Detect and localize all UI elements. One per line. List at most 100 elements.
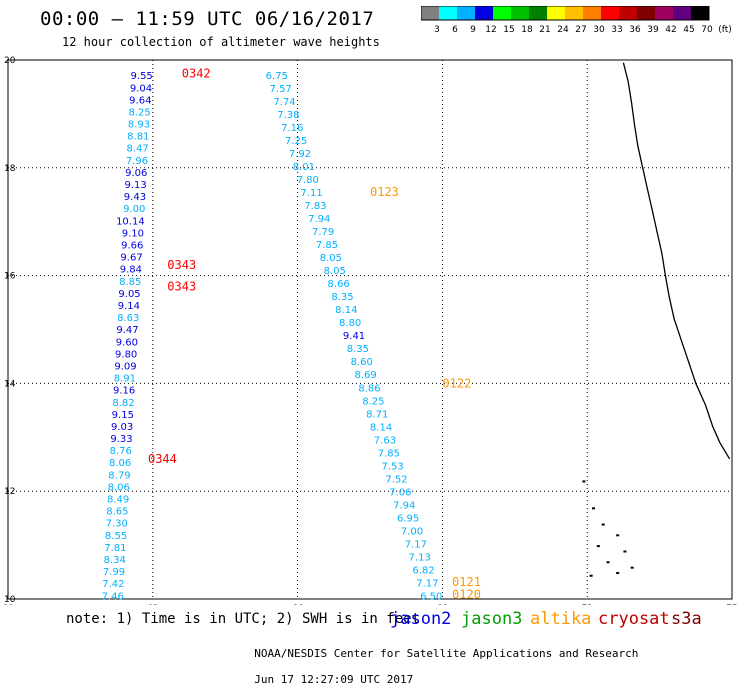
coastline — [622, 62, 731, 460]
track-a-wave-height: 9.03 — [111, 422, 133, 433]
track-b-wave-height: 8.35 — [331, 292, 353, 303]
pass-time-label: 0342 — [182, 66, 211, 80]
track-a-wave-height: 9.06 — [125, 168, 147, 179]
track-a-wave-height: 7.81 — [104, 543, 126, 554]
track-a-wave-height: 8.79 — [108, 470, 130, 481]
island-marker — [589, 574, 593, 577]
island-marker — [616, 534, 620, 537]
colorbar-tick-label: 18 — [521, 25, 533, 35]
longitude-tick-label: 60 — [2, 604, 14, 605]
track-b-wave-height: 6.95 — [397, 513, 419, 524]
pass-time-label: 0120 — [452, 588, 481, 602]
altimeter-map: 6063666972751012141618209.559.049.648.25… — [2, 56, 737, 605]
track-a-wave-height: 9.04 — [130, 83, 152, 94]
longitude-tick-label: 66 — [292, 604, 304, 605]
track-b-wave-height: 8.05 — [320, 253, 342, 264]
track-b-wave-height: 7.80 — [297, 175, 319, 186]
track-a-wave-height: 8.81 — [127, 132, 149, 143]
track-b-wave-height: 7.85 — [316, 240, 338, 251]
legend-altika: altika — [530, 609, 592, 629]
track-b-wave-height: 8.69 — [354, 370, 376, 381]
track-a-wave-height: 8.49 — [107, 495, 129, 506]
units-note: note: 1) Time is in UTC; 2) SWH is in fe… — [66, 611, 421, 627]
pass-time-label: 0122 — [442, 376, 471, 390]
track-b-wave-height: 8.80 — [339, 318, 361, 329]
island-marker — [601, 523, 605, 526]
pass-time-label: 0343 — [167, 279, 196, 293]
track-b-wave-height: 7.63 — [374, 435, 396, 446]
island-marker — [582, 480, 586, 483]
track-a-wave-height: 9.16 — [113, 386, 135, 397]
map-frame — [7, 59, 733, 600]
track-a-wave-height: 10.14 — [116, 216, 145, 227]
colorbar-tick-label: 15 — [503, 25, 514, 35]
track-b-wave-height: 8.05 — [324, 266, 346, 277]
track-a-wave-height: 9.67 — [120, 253, 142, 264]
track-b-wave-height: 7.17 — [416, 578, 438, 589]
track-b-wave-height: 8.14 — [335, 305, 357, 316]
credit-line: NOAA/NESDIS Center for Satellite Applica… — [241, 634, 638, 686]
legend-cryosat: cryosat — [598, 609, 670, 629]
latitude-tick-label: 14 — [4, 379, 16, 389]
track-b-wave-height: 8.60 — [351, 357, 373, 368]
track-a-wave-height: 8.06 — [109, 458, 131, 469]
island-marker — [596, 545, 600, 548]
track-b-wave-height: 7.79 — [312, 227, 334, 238]
map-title: 00:00 – 11:59 UTC 06/16/2017 — [40, 8, 375, 30]
colorbar-swatch — [601, 6, 619, 20]
track-b-wave-height: 7.52 — [385, 474, 407, 485]
track-a-wave-height: 9.80 — [115, 349, 137, 360]
colorbar-swatch — [619, 6, 637, 20]
track-b-wave-height: 8.25 — [362, 396, 384, 407]
colorbar-swatch — [475, 6, 493, 20]
track-a-wave-height: 9.64 — [129, 95, 151, 106]
colorbar-tick-label: 36 — [629, 25, 641, 35]
colorbar-tick-label: 33 — [611, 25, 622, 35]
track-a-wave-height: 9.55 — [131, 71, 153, 82]
track-b-wave-height: 7.38 — [277, 110, 299, 121]
track-b-wave-height: 6.50 — [420, 591, 442, 602]
colorbar-tick-label: 21 — [539, 25, 550, 35]
track-b-wave-height: 8.01 — [293, 162, 315, 173]
track-a-wave-height: 7.30 — [106, 519, 128, 530]
track-b-wave-height: 8.35 — [347, 344, 369, 355]
colorbar-frame — [421, 6, 710, 21]
track-b-wave-height: 7.00 — [401, 526, 423, 537]
track-a-wave-height: 8.63 — [117, 313, 139, 324]
legend-jason2: jason2 — [390, 609, 452, 629]
track-a-wave-height: 7.46 — [102, 591, 124, 602]
colorbar-swatch — [457, 6, 475, 20]
track-b-wave-height: 8.71 — [366, 409, 388, 420]
track-b-wave-height: 7.57 — [270, 84, 292, 95]
track-b-wave-height: 8.66 — [327, 279, 349, 290]
track-b-wave-height: 7.53 — [382, 461, 404, 472]
track-b-wave-height: 9.41 — [343, 331, 365, 342]
track-a-wave-height: 9.05 — [118, 289, 140, 300]
track-a-wave-height: 8.65 — [106, 507, 128, 518]
track-b-wave-height: 7.94 — [308, 214, 330, 225]
legend-s3a: s3a — [671, 609, 702, 629]
colorbar-tick-label: 70 — [701, 25, 713, 35]
colorbar-swatch — [529, 6, 547, 20]
track-b-wave-height: 6.75 — [266, 71, 288, 82]
track-a-wave-height: 8.85 — [119, 277, 141, 288]
longitude-tick-label: 63 — [147, 604, 158, 605]
track-a-wave-height: 8.91 — [114, 374, 136, 385]
colorbar-swatch — [547, 6, 565, 20]
track-a-wave-height: 9.14 — [118, 301, 140, 312]
pass-time-label: 0121 — [452, 575, 481, 589]
latitude-tick-label: 10 — [4, 595, 16, 605]
longitude-tick-label: 69 — [437, 604, 449, 605]
colorbar-tick-label: 24 — [557, 25, 569, 35]
spacer — [254, 660, 274, 673]
latitude-tick-label: 16 — [4, 272, 16, 282]
longitude-tick-label: 75 — [726, 604, 737, 605]
colorbar-swatch — [511, 6, 529, 20]
pass-time-label: 0343 — [167, 258, 196, 272]
track-a-wave-height: 9.84 — [120, 265, 142, 276]
wave-height-colorbar: 3 6 9 12 15 18 21 24 27 30 33 36 39 42 45 70 (ft) — [421, 6, 732, 35]
colorbar-tick-label: 6 — [452, 25, 458, 35]
island-marker — [592, 507, 596, 510]
colorbar-tick-label: 12 — [485, 25, 496, 35]
track-b-wave-height: 6.82 — [412, 565, 434, 576]
